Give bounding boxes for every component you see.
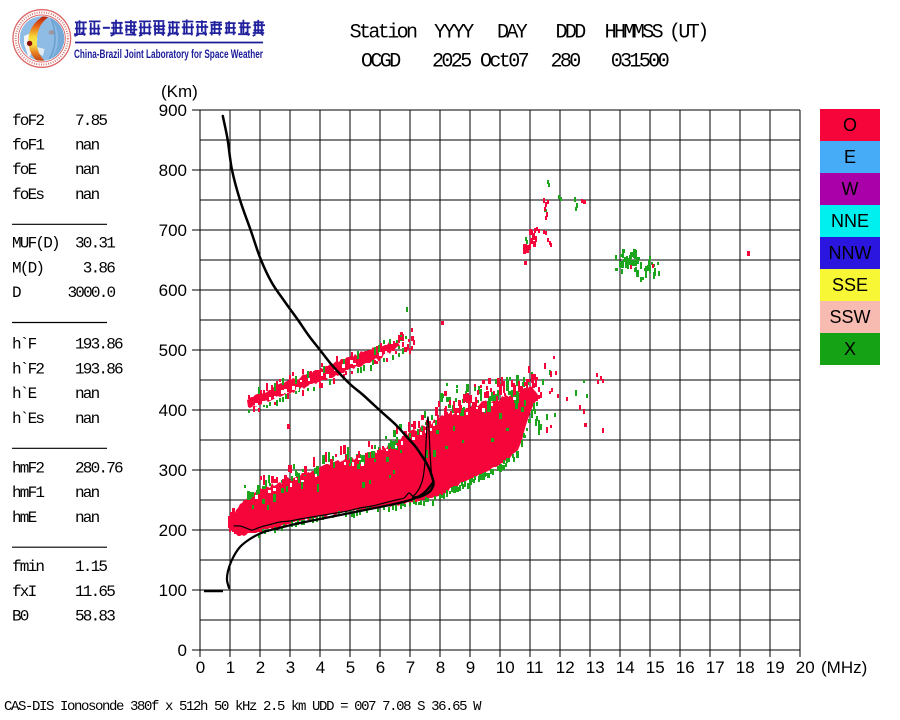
svg-text:3000.0: 3000.0	[68, 284, 116, 302]
svg-text:3.86: 3.86	[75, 259, 115, 277]
svg-text:fmin: fmin	[12, 558, 44, 576]
svg-text:(MHz): (MHz)	[821, 658, 867, 677]
svg-text:DAY: DAY	[497, 22, 528, 45]
svg-text:(UT): (UT)	[669, 22, 707, 45]
svg-text:7: 7	[406, 658, 415, 677]
svg-text:h`F2: h`F2	[12, 361, 44, 379]
svg-text:100: 100	[159, 581, 187, 600]
svg-text:YYYY: YYYY	[434, 22, 474, 45]
svg-text:NNW: NNW	[829, 243, 872, 263]
svg-text:nan: nan	[75, 410, 100, 428]
svg-text:900: 900	[159, 101, 187, 120]
svg-text:280: 280	[551, 51, 581, 74]
svg-text:D: D	[12, 284, 21, 302]
svg-text:800: 800	[159, 161, 187, 180]
svg-text:SSW: SSW	[829, 307, 870, 327]
svg-text:M(D): M(D)	[12, 259, 43, 277]
svg-text:031500: 031500	[611, 51, 669, 74]
svg-text:30.31: 30.31	[75, 235, 115, 253]
svg-text:0: 0	[196, 658, 205, 677]
svg-text:300: 300	[159, 461, 187, 480]
svg-text:13: 13	[586, 658, 605, 677]
svg-text:280.76: 280.76	[75, 459, 123, 477]
svg-text:200: 200	[159, 521, 187, 540]
svg-text:11: 11	[526, 658, 544, 677]
svg-text:14: 14	[616, 658, 635, 677]
svg-text:Oct07: Oct07	[480, 51, 529, 74]
svg-text:12: 12	[556, 658, 575, 677]
svg-text:16: 16	[676, 658, 695, 677]
svg-text:4: 4	[316, 658, 325, 677]
svg-text:9: 9	[466, 658, 475, 677]
svg-text:3: 3	[286, 658, 295, 677]
svg-text:10: 10	[496, 658, 515, 677]
svg-text:fxI: fxI	[12, 583, 37, 601]
svg-text:500: 500	[159, 341, 187, 360]
svg-text:h`E: h`E	[12, 385, 37, 403]
svg-text:foF2: foF2	[12, 112, 44, 130]
svg-text:foE: foE	[12, 161, 37, 179]
svg-text:5: 5	[346, 658, 355, 677]
svg-text:58.83: 58.83	[75, 608, 115, 626]
svg-text:2025: 2025	[432, 51, 471, 74]
svg-text:nan: nan	[75, 161, 100, 179]
svg-text:SSE: SSE	[832, 275, 868, 295]
svg-text:193.86: 193.86	[75, 336, 123, 354]
svg-text:nan: nan	[75, 509, 100, 527]
svg-text:nan: nan	[75, 186, 100, 204]
svg-text:0: 0	[178, 641, 187, 660]
svg-text:h`F: h`F	[12, 336, 37, 354]
svg-text:7.85: 7.85	[75, 112, 107, 130]
svg-text:China-Brazil Joint Laboratory: China-Brazil Joint Laboratory for Space …	[74, 49, 263, 61]
svg-text:NNE: NNE	[831, 211, 869, 231]
svg-text:OCGD: OCGD	[361, 51, 400, 74]
svg-text:hmE: hmE	[12, 509, 37, 527]
svg-text:nan: nan	[75, 385, 100, 403]
svg-text:1.15: 1.15	[75, 558, 107, 576]
svg-text:E: E	[844, 147, 856, 167]
svg-text:CAS-DIS Ionosonde 380f x 512h: CAS-DIS Ionosonde 380f x 512h 50 kHz 2.5…	[4, 699, 482, 715]
svg-text:2: 2	[256, 658, 265, 677]
svg-text:hmF2: hmF2	[12, 459, 44, 477]
svg-text:MUF(D): MUF(D)	[12, 235, 59, 253]
svg-text:20: 20	[796, 658, 815, 677]
svg-text:700: 700	[159, 221, 187, 240]
svg-text:1: 1	[226, 658, 235, 677]
svg-text:DDD: DDD	[556, 22, 586, 45]
svg-text:h`Es: h`Es	[12, 410, 44, 428]
svg-text:15: 15	[646, 658, 665, 677]
svg-text:nan: nan	[75, 484, 100, 502]
svg-text:Station: Station	[350, 22, 417, 45]
svg-text:W: W	[842, 179, 859, 199]
svg-text:O: O	[843, 115, 857, 135]
svg-text:foF1: foF1	[12, 137, 44, 155]
svg-text:18: 18	[736, 658, 755, 677]
svg-text:6: 6	[376, 658, 385, 677]
svg-text:(Km): (Km)	[161, 82, 198, 101]
svg-text:HHMMSS: HHMMSS	[605, 22, 664, 45]
svg-text:193.86: 193.86	[75, 361, 123, 379]
svg-text:19: 19	[766, 658, 785, 677]
svg-text:X: X	[844, 339, 856, 359]
svg-text:17: 17	[706, 658, 725, 677]
svg-text:foEs: foEs	[12, 186, 44, 204]
svg-text:B0: B0	[12, 608, 29, 626]
svg-text:nan: nan	[75, 137, 100, 155]
svg-text:11.65: 11.65	[75, 583, 115, 601]
svg-text:600: 600	[159, 281, 187, 300]
svg-text:hmF1: hmF1	[12, 484, 44, 502]
svg-text:400: 400	[159, 401, 187, 420]
svg-text:8: 8	[436, 658, 445, 677]
